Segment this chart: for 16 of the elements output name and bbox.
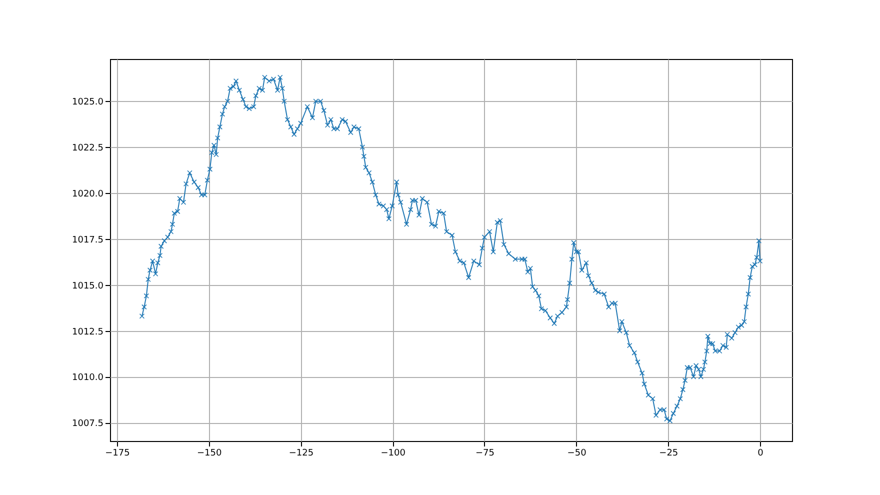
y-tick-label: 1022.5 <box>72 144 104 154</box>
x-tick-label: −125 <box>288 448 314 458</box>
y-tick-label: 1015.0 <box>72 281 104 292</box>
y-tick-label: 1025.0 <box>72 98 104 108</box>
y-tick-label: 1020.0 <box>72 190 104 200</box>
y-tick-label: 1012.5 <box>72 327 104 338</box>
x-tick-label: −150 <box>196 448 222 458</box>
y-tick-label: 1017.5 <box>72 235 104 246</box>
x-tick-label: −75 <box>475 448 494 458</box>
x-tick-label: −100 <box>380 448 406 458</box>
x-tick-label: −25 <box>659 448 678 458</box>
y-tick-label: 1007.5 <box>72 419 104 430</box>
x-tick-label: −175 <box>105 448 130 458</box>
x-tick-label: 0 <box>758 448 764 458</box>
y-tick-label: 1010.0 <box>72 373 104 384</box>
x-tick-label: −50 <box>567 448 587 458</box>
